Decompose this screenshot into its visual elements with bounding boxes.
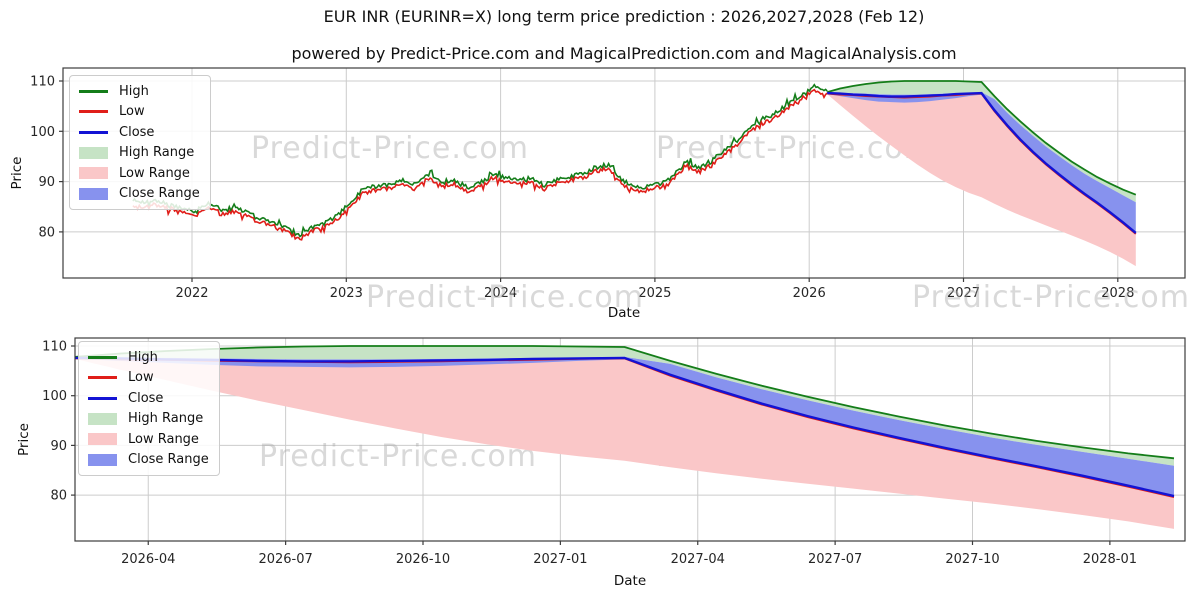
y-tick-label: 100 bbox=[30, 125, 55, 140]
y-tick-label: 90 bbox=[50, 439, 67, 454]
x-tick-label: 2025 bbox=[638, 286, 671, 301]
x-tick-label: 2028 bbox=[1101, 286, 1134, 301]
legend-item-high: High bbox=[88, 347, 209, 368]
legend-item-close-range: Close Range bbox=[88, 450, 209, 471]
x-tick-label: 2026-07 bbox=[258, 552, 312, 567]
x-tick-label: 2022 bbox=[175, 286, 208, 301]
legend-patch-swatch bbox=[88, 433, 117, 446]
legend-item-low: Low bbox=[79, 102, 200, 123]
legend-line-swatch bbox=[79, 89, 108, 93]
x-tick-label: 2027-01 bbox=[533, 552, 587, 567]
legend-patch-swatch bbox=[79, 187, 108, 200]
legend-label: High bbox=[128, 349, 158, 365]
y-tick-label: 100 bbox=[42, 389, 67, 404]
close-prediction-line bbox=[827, 91, 1137, 234]
axis-label-price: Price bbox=[9, 157, 25, 190]
legend-line-swatch bbox=[88, 376, 117, 380]
legend-patch-swatch bbox=[79, 167, 108, 180]
axis-label-date: Date bbox=[608, 305, 640, 321]
legend-label: Close Range bbox=[119, 186, 200, 202]
y-tick-label: 110 bbox=[30, 75, 55, 90]
axis-label-price: Price bbox=[16, 423, 32, 456]
watermark: Predict-Price.com bbox=[251, 131, 529, 166]
legend-line-swatch bbox=[79, 110, 108, 114]
high-prediction-line bbox=[826, 80, 1137, 196]
chart-subtitle: powered by Predict-Price.com and Magical… bbox=[291, 44, 957, 63]
legend-label: Low Range bbox=[119, 165, 190, 181]
historical-high-line bbox=[132, 83, 828, 238]
legend-item-low-range: Low Range bbox=[88, 429, 209, 450]
legend-item-high: High bbox=[79, 81, 200, 102]
x-tick-label: 2027-10 bbox=[945, 552, 999, 567]
legend-item-close: Close bbox=[88, 388, 209, 409]
x-tick-label: 2023 bbox=[330, 286, 363, 301]
chart-title: EUR INR (EURINR=X) long term price predi… bbox=[323, 7, 925, 26]
legend-item-high-range: High Range bbox=[79, 143, 200, 164]
legend-item-low: Low bbox=[88, 368, 209, 389]
legend-label: Close bbox=[128, 390, 164, 406]
legend-line-swatch bbox=[79, 130, 108, 134]
legend-label: Low bbox=[119, 104, 145, 120]
legend-label: Close Range bbox=[128, 452, 209, 468]
legend-label: Low Range bbox=[128, 431, 199, 447]
y-tick-label: 90 bbox=[38, 175, 55, 190]
x-tick-label: 2027 bbox=[947, 286, 980, 301]
x-tick-label: 2027-07 bbox=[808, 552, 862, 567]
x-tick-label: 2026-10 bbox=[396, 552, 450, 567]
legend-item-close: Close bbox=[79, 122, 200, 143]
y-tick-label: 80 bbox=[38, 225, 55, 240]
legend-label: High bbox=[119, 83, 149, 99]
x-tick-label: 2028-01 bbox=[1083, 552, 1137, 567]
historical-low-line bbox=[132, 88, 828, 241]
watermark: Predict-Price.com bbox=[366, 280, 644, 315]
x-tick-label: 2024 bbox=[484, 286, 517, 301]
legend-line-swatch bbox=[88, 396, 117, 400]
legend-patch-swatch bbox=[88, 412, 117, 425]
y-tick-label: 80 bbox=[50, 489, 67, 504]
low-range-band bbox=[75, 358, 1174, 529]
watermark: Predict-Price.com bbox=[912, 280, 1190, 315]
plot-border bbox=[74, 337, 1186, 542]
legend-label: Close bbox=[119, 124, 155, 140]
legend-label: High Range bbox=[119, 145, 195, 161]
x-tick-label: 2026 bbox=[793, 286, 826, 301]
axis-label-date: Date bbox=[614, 573, 646, 589]
legend-item-high-range: High Range bbox=[88, 409, 209, 430]
x-tick-label: 2026-04 bbox=[121, 552, 175, 567]
y-tick-label: 110 bbox=[42, 340, 67, 355]
legend-line-swatch bbox=[88, 355, 117, 359]
legend-label: High Range bbox=[128, 411, 204, 427]
watermark: Predict-Price.com bbox=[259, 439, 537, 474]
high-prediction-line bbox=[74, 345, 1175, 460]
plot-border bbox=[62, 67, 1186, 279]
high-range-band bbox=[827, 81, 1136, 203]
legend-top-chart: High Low Close High Range Low Range Close Ran… bbox=[69, 75, 211, 210]
legend-label: Low bbox=[128, 370, 154, 386]
legend-item-close-range: Close Range bbox=[79, 184, 200, 205]
legend-item-low-range: Low Range bbox=[79, 163, 200, 184]
legend-bottom-chart: High Low Close High Range Low Range Close Ran… bbox=[78, 341, 220, 476]
legend-patch-swatch bbox=[88, 453, 117, 466]
legend-patch-swatch bbox=[79, 146, 108, 159]
low-range-band bbox=[827, 93, 1136, 267]
x-tick-label: 2027-04 bbox=[671, 552, 725, 567]
close-prediction-line bbox=[74, 356, 1175, 498]
